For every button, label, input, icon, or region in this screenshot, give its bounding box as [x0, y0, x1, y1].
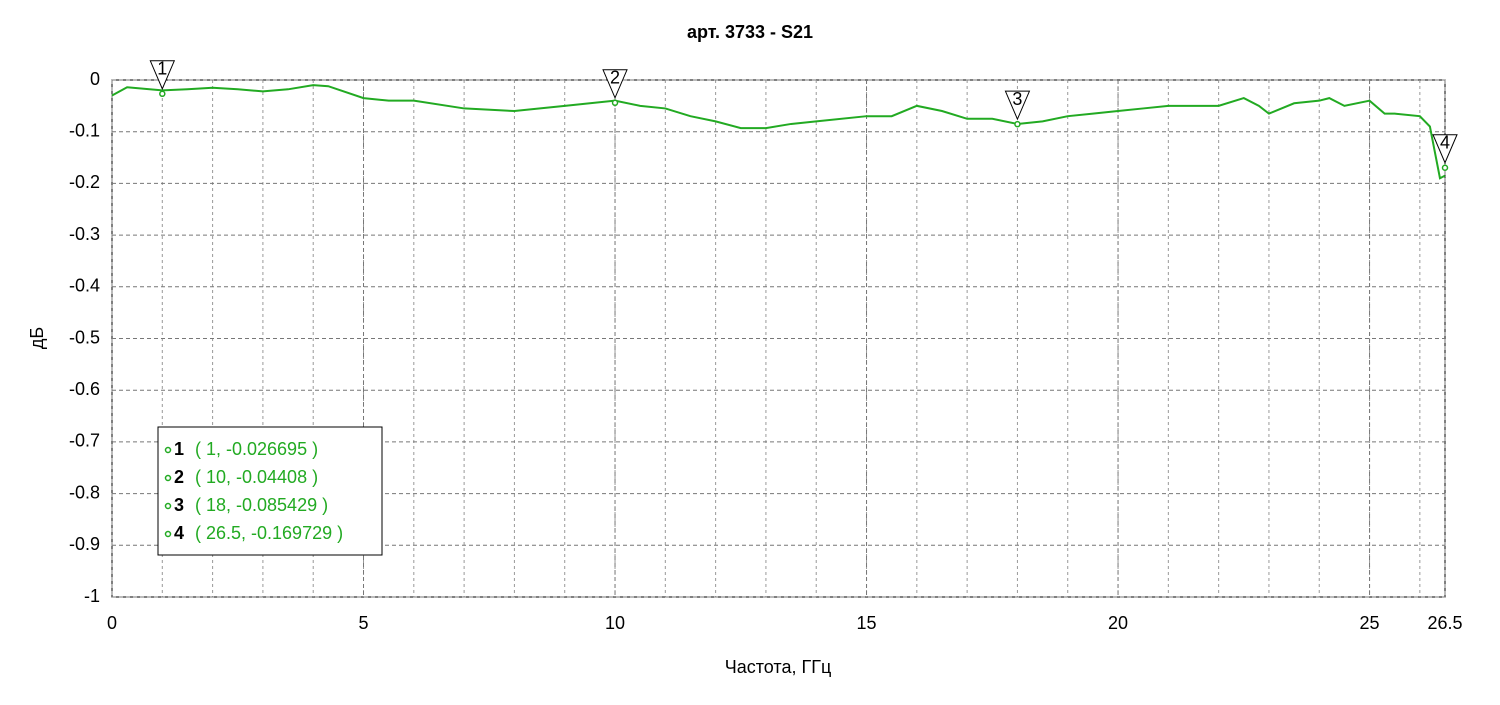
legend: 1 ( 1, -0.026695 ) 2 ( 10, -0.04408 ) 3 ( 18,… — [157, 426, 383, 556]
marker-number: 4 — [1440, 132, 1450, 152]
legend-dot — [164, 474, 172, 482]
marker-flag — [149, 60, 176, 91]
legend-number: 2 — [174, 467, 184, 487]
x-tick-label: 26.5 — [1427, 613, 1462, 633]
y-tick-label: -0.8 — [69, 482, 100, 502]
legend-number: 3 — [174, 495, 184, 515]
y-tick-label: -0.9 — [69, 534, 100, 554]
x-axis-label: Частота, ГГц — [725, 657, 832, 677]
chart-title: арт. 3733 - S21 — [687, 22, 813, 42]
x-tick-label: 0 — [107, 613, 117, 633]
legend-box — [157, 426, 383, 556]
legend-dot — [164, 502, 172, 510]
line-series — [111, 84, 1446, 180]
marker-point — [1014, 120, 1021, 128]
y-tick-label: -0.6 — [69, 379, 100, 399]
y-tick-label: -0.1 — [69, 120, 100, 140]
y-tick-label: -0.5 — [69, 327, 100, 347]
x-tick-label: 10 — [605, 613, 625, 633]
marker-flag — [602, 69, 628, 100]
legend-number: 1 — [174, 439, 184, 459]
legend-label: ( 26.5, -0.169729 ) — [195, 523, 343, 543]
marker-number: 1 — [157, 59, 167, 79]
marker-flag — [1432, 134, 1458, 165]
y-tick-label: -0.4 — [69, 276, 100, 296]
x-tick-label: 5 — [359, 613, 369, 633]
y-tick-label: 0 — [90, 69, 100, 89]
legend-label: ( 1, -0.026695 ) — [195, 439, 318, 459]
legend-number: 4 — [174, 523, 184, 543]
legend-label: ( 10, -0.04408 ) — [195, 467, 318, 487]
marker-point — [611, 99, 619, 107]
y-tick-label: -0.7 — [69, 431, 100, 451]
legend-dot — [164, 530, 172, 538]
legend-label: ( 18, -0.085429 ) — [195, 495, 328, 515]
marker-flag — [1004, 90, 1031, 121]
x-tick-label: 15 — [857, 613, 877, 633]
marker-point — [159, 90, 166, 98]
y-tick-label: -0.2 — [69, 172, 100, 192]
marker-point — [1441, 164, 1449, 171]
y-tick-label: -0.3 — [69, 224, 100, 244]
legend-dot — [164, 446, 172, 454]
y-tick-label: -1 — [84, 586, 100, 606]
marker-number: 3 — [1012, 89, 1022, 109]
y-axis-label: дБ — [27, 327, 47, 349]
x-tick-label: 25 — [1360, 613, 1380, 633]
marker-number: 2 — [610, 68, 620, 88]
x-tick-label: 20 — [1108, 613, 1128, 633]
